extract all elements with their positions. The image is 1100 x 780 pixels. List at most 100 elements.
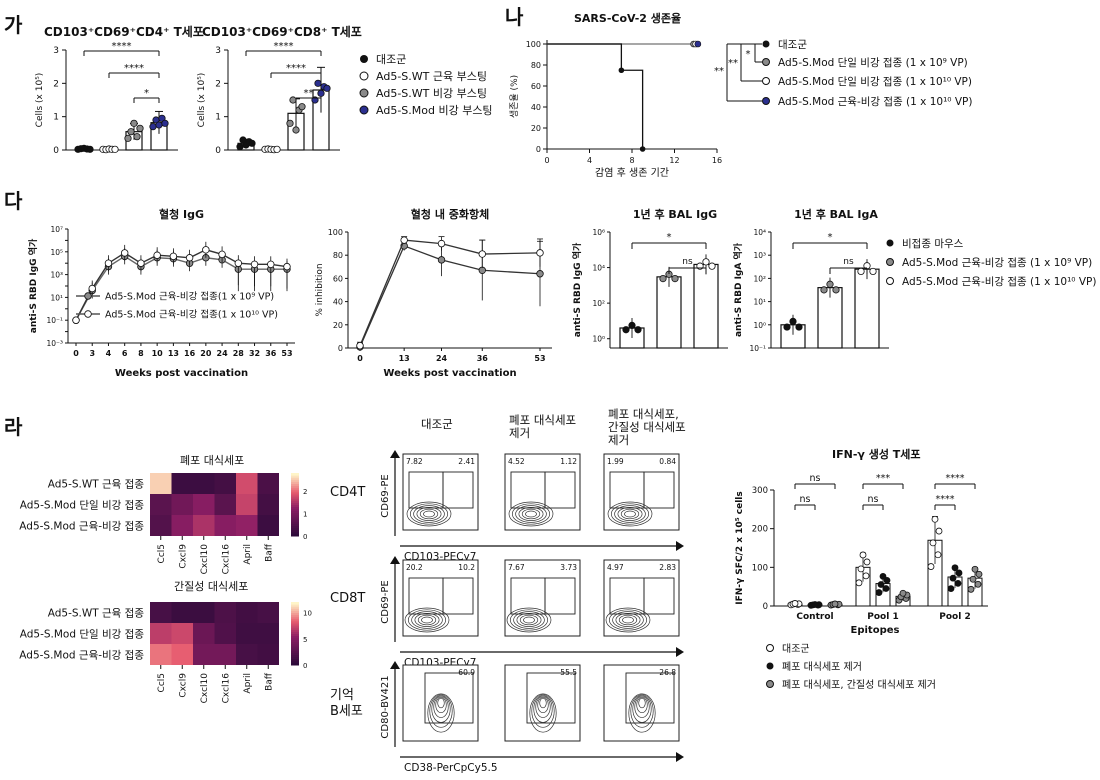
flow-gate-value: 60.9 bbox=[458, 668, 475, 677]
x-tick-label: 0 bbox=[544, 156, 549, 165]
flow-y-label: CD69-PE bbox=[380, 474, 391, 517]
color-bar-segment bbox=[291, 523, 299, 526]
color-bar-segment bbox=[291, 644, 299, 647]
color-bar-segment bbox=[291, 504, 299, 508]
heat-cell bbox=[236, 602, 258, 623]
flow-contour bbox=[605, 607, 651, 633]
x-tick-label: 36 bbox=[477, 354, 489, 363]
heat-col-label: Ccl5 bbox=[157, 673, 167, 692]
color-bar-segment bbox=[291, 491, 299, 495]
color-bar-segment bbox=[291, 646, 299, 649]
flow-contour bbox=[515, 505, 547, 523]
data-point bbox=[883, 577, 891, 584]
data-point bbox=[859, 551, 867, 559]
data-point bbox=[317, 89, 325, 97]
data-point bbox=[400, 236, 408, 244]
flow-plot bbox=[504, 453, 581, 531]
heat-cell bbox=[193, 515, 215, 536]
data-point bbox=[639, 146, 646, 152]
y-tick-label: 100 bbox=[752, 563, 768, 573]
flow-gate-value: 3.73 bbox=[560, 563, 577, 572]
y-tick-label: 20 bbox=[333, 321, 343, 330]
y-tick-label: 1 bbox=[53, 113, 59, 123]
flow-contour bbox=[638, 697, 646, 709]
heat-cell bbox=[257, 602, 279, 623]
color-bar-segment bbox=[291, 479, 299, 482]
flow-plot bbox=[402, 453, 479, 531]
sig-label: * bbox=[828, 232, 833, 243]
heat-cell bbox=[214, 623, 236, 644]
ra-heatmap-interstitial: Ad5-S.WT 근육 접종 Ad5-S.Mod 단일 비강 접종 Ad5-S.Mo… bbox=[19, 602, 312, 703]
x-tick-label: 6 bbox=[122, 349, 128, 358]
data-point bbox=[149, 123, 157, 131]
color-bar-segment bbox=[291, 498, 299, 501]
sig-label: ns bbox=[800, 494, 811, 505]
heat-cell bbox=[214, 473, 236, 494]
y-axis-label: Cells (x 10⁵) bbox=[35, 73, 45, 128]
color-bar-segment bbox=[291, 525, 299, 529]
da-neut-chart: 혈청 내 중화항체 0 20 40 60 80 100 0 13 24 36 53 Weeks post… bbox=[315, 207, 552, 379]
panel-letter-ga: 가 bbox=[4, 13, 23, 37]
color-bar-segment bbox=[291, 489, 299, 493]
sig-label: **** bbox=[274, 41, 294, 52]
da-legend-label-2: Ad5-S.Mod 근육-비강 접종 (1 x 10¹⁰ VP) bbox=[902, 276, 1096, 288]
flow-gate bbox=[442, 577, 474, 615]
heat-col-label: Ccl5 bbox=[157, 544, 167, 563]
color-bar-segment bbox=[291, 616, 299, 620]
y-tick-label: 10⁴ bbox=[592, 264, 605, 273]
data-point bbox=[136, 124, 144, 132]
color-bar-segment bbox=[291, 481, 299, 484]
data-point bbox=[671, 274, 679, 283]
heat-col-label: Cxcl10 bbox=[200, 673, 210, 704]
flow-gate-value: 26.8 bbox=[659, 668, 676, 677]
flow-contour bbox=[411, 611, 443, 629]
flow-contour bbox=[511, 503, 551, 525]
data-point bbox=[536, 249, 544, 257]
flow-contour bbox=[628, 693, 656, 733]
ga-legend-label-2: Ad5-S.WT 비강 부스팅 bbox=[376, 87, 487, 100]
flow-contour bbox=[624, 510, 636, 518]
da-legend-marker-2 bbox=[886, 277, 894, 285]
x-tick-label: 24 bbox=[436, 354, 448, 363]
y-tick-label: 10² bbox=[753, 274, 766, 283]
heat-row-label: Ad5-S.Mod 단일 비강 접종 bbox=[20, 499, 145, 512]
y-axis-label: anti-S RBD IgA 역가 bbox=[732, 242, 744, 337]
flow-gate bbox=[544, 577, 576, 615]
x-tick-label: 3 bbox=[89, 349, 95, 358]
data-point bbox=[628, 321, 636, 329]
ra-ifn-legend-marker-1 bbox=[766, 662, 774, 670]
data-point bbox=[127, 128, 135, 136]
heat-cell bbox=[236, 644, 258, 665]
flow-plot bbox=[603, 453, 680, 531]
heat-row-label: Ad5-S.Mod 근육-비강 접종 bbox=[19, 650, 144, 662]
data-point bbox=[234, 259, 243, 267]
y-tick-label: 0 bbox=[53, 146, 59, 156]
y-tick-label: 10⁻¹ bbox=[749, 344, 766, 353]
heat-cell bbox=[171, 644, 193, 665]
color-bar-segment bbox=[291, 529, 299, 533]
ra-ifn-legend-marker-2 bbox=[766, 680, 774, 688]
chart-title: 1년 후 BAL IgG bbox=[633, 207, 717, 221]
heat-cell bbox=[193, 473, 215, 494]
flow-gate-value: 4.97 bbox=[607, 563, 624, 572]
color-bar-segment bbox=[291, 627, 299, 630]
flow-contour bbox=[634, 696, 650, 718]
color-bar-label: 0 bbox=[303, 533, 307, 541]
y-tick-label: 1 bbox=[215, 113, 221, 123]
heat-cell bbox=[257, 515, 279, 536]
data-point bbox=[820, 286, 828, 294]
heat-cell bbox=[171, 623, 193, 644]
x-axis-label: Weeks post vaccination bbox=[383, 368, 516, 379]
heat-cell bbox=[150, 494, 172, 515]
data-point bbox=[437, 239, 446, 248]
flow-contour bbox=[521, 508, 541, 520]
flow-y-label: CD69-PE bbox=[380, 580, 391, 623]
ga-title-cd8: CD103⁺CD69⁺CD8⁺ T세포 bbox=[202, 24, 362, 39]
flow-contour bbox=[419, 508, 439, 520]
flow-contour bbox=[416, 507, 442, 521]
y-tick-label: 10³ bbox=[753, 251, 766, 260]
da-bal-igg-chart: 1년 후 BAL IgG 10⁰ 10² 10⁴ 10⁶ anti-S RBD IgG 역… bbox=[571, 207, 728, 349]
data-point bbox=[929, 539, 937, 547]
color-bar-segment bbox=[291, 614, 299, 618]
color-bar-segment bbox=[291, 517, 299, 520]
